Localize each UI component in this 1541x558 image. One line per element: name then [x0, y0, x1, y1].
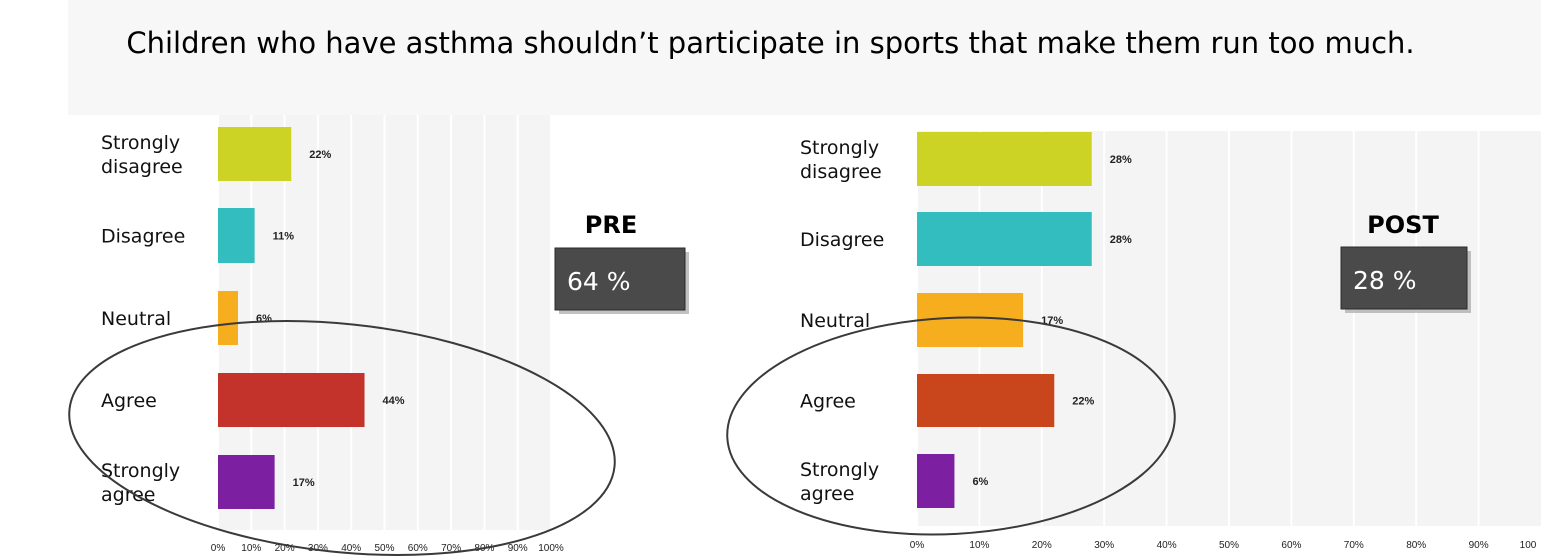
- post-chart: 0% 10% 20% 30% 40% 50% 60% 70% 80% 90% 100 28% Stron…: [726, 115, 1541, 551]
- post-category-label-agree: Agree: [800, 391, 856, 413]
- pre-x-tick-label: 20%: [275, 543, 295, 554]
- post-phase-label: POST: [1367, 211, 1439, 239]
- pre-bar-neutral: [218, 291, 238, 345]
- pre-x-tick-label: 40%: [341, 543, 361, 554]
- page-title: Children who have asthma shouldn’t parti…: [126, 26, 1415, 60]
- post-x-tick-label: 30%: [1094, 540, 1114, 551]
- pre-bar-agree: [218, 373, 365, 427]
- post-x-tick-label: 70%: [1344, 540, 1364, 551]
- pre-category-label-neutral: Neutral: [101, 308, 171, 330]
- post-data-label-disagree: 28%: [1110, 234, 1132, 246]
- pre-data-label-neutral: 6%: [256, 313, 272, 325]
- pre-x-tick-label: 50%: [374, 543, 394, 554]
- post-summary-value: 28 %: [1353, 266, 1417, 295]
- title-band: [68, 0, 1541, 115]
- pre-bar-strongly-agree: [218, 455, 275, 509]
- post-bar-neutral: [917, 293, 1024, 347]
- post-x-tick-label: 20%: [1032, 540, 1052, 551]
- pre-x-tick-label: 70%: [441, 543, 461, 554]
- pre-label-area: [68, 115, 218, 530]
- post-x-tick-label: 90%: [1469, 540, 1489, 551]
- post-label-area: [767, 131, 917, 526]
- pre-category-label-strongly-disagree: Strongly disagree: [101, 132, 183, 178]
- pre-summary-value: 64 %: [567, 267, 631, 296]
- post-bar-disagree: [917, 212, 1092, 266]
- post-data-label-strongly-disagree: 28%: [1110, 154, 1132, 166]
- post-data-label-agree: 22%: [1072, 396, 1094, 408]
- pre-x-tick-label: 30%: [308, 543, 328, 554]
- post-bar-agree: [917, 374, 1055, 427]
- post-highlight-ellipse: [726, 316, 1176, 536]
- pre-category-label-agree: Agree: [101, 390, 157, 412]
- post-bar-strongly-agree: [917, 454, 955, 508]
- pre-highlight-ellipse: [68, 320, 616, 556]
- pre-x-tick-label: 90%: [508, 543, 528, 554]
- post-category-label-strongly-agree: Strongly agree: [800, 459, 879, 505]
- pre-x-tick-label: 10%: [241, 543, 261, 554]
- pre-category-label-strongly-agree: Strongly agree: [101, 460, 180, 506]
- post-summary-box: [1340, 246, 1468, 310]
- post-category-label-disagree: Disagree: [800, 229, 884, 251]
- pre-summary-box: [554, 247, 686, 311]
- pre-bar-strongly-disagree: [218, 127, 292, 181]
- post-x-tick-label: 10%: [969, 540, 989, 551]
- pre-data-label-agree: 44%: [383, 395, 405, 407]
- pre-bar-disagree: [218, 208, 255, 263]
- pre-phase-label: PRE: [585, 211, 637, 239]
- post-x-tick-label: 60%: [1281, 540, 1301, 551]
- post-category-label-neutral: Neutral: [800, 310, 870, 332]
- post-bar-strongly-disagree: [917, 132, 1092, 186]
- pre-x-tick-label: 60%: [408, 543, 428, 554]
- post-x-tick-label: 80%: [1406, 540, 1426, 551]
- post-category-label-strongly-disagree: Strongly disagree: [800, 137, 882, 183]
- pre-data-label-strongly-disagree: 22%: [309, 149, 331, 161]
- post-x-tick-label: 0%: [910, 540, 925, 551]
- pre-chart: 0% 10% 20% 30% 40% 50% 60% 70% 80% 90% 100%22%Stro…: [68, 115, 689, 556]
- post-x-tick-label: 100: [1520, 540, 1537, 551]
- pre-x-tick-label: 0%: [211, 543, 226, 554]
- pre-category-label-disagree: Disagree: [101, 226, 185, 248]
- pre-x-tick-label: 100%: [538, 543, 564, 554]
- post-x-tick-label: 40%: [1157, 540, 1177, 551]
- pre-data-label-strongly-agree: 17%: [293, 477, 315, 489]
- post-data-label-strongly-agree: 6%: [972, 476, 988, 488]
- pre-data-label-disagree: 11%: [273, 231, 295, 243]
- post-x-tick-label: 50%: [1219, 540, 1239, 551]
